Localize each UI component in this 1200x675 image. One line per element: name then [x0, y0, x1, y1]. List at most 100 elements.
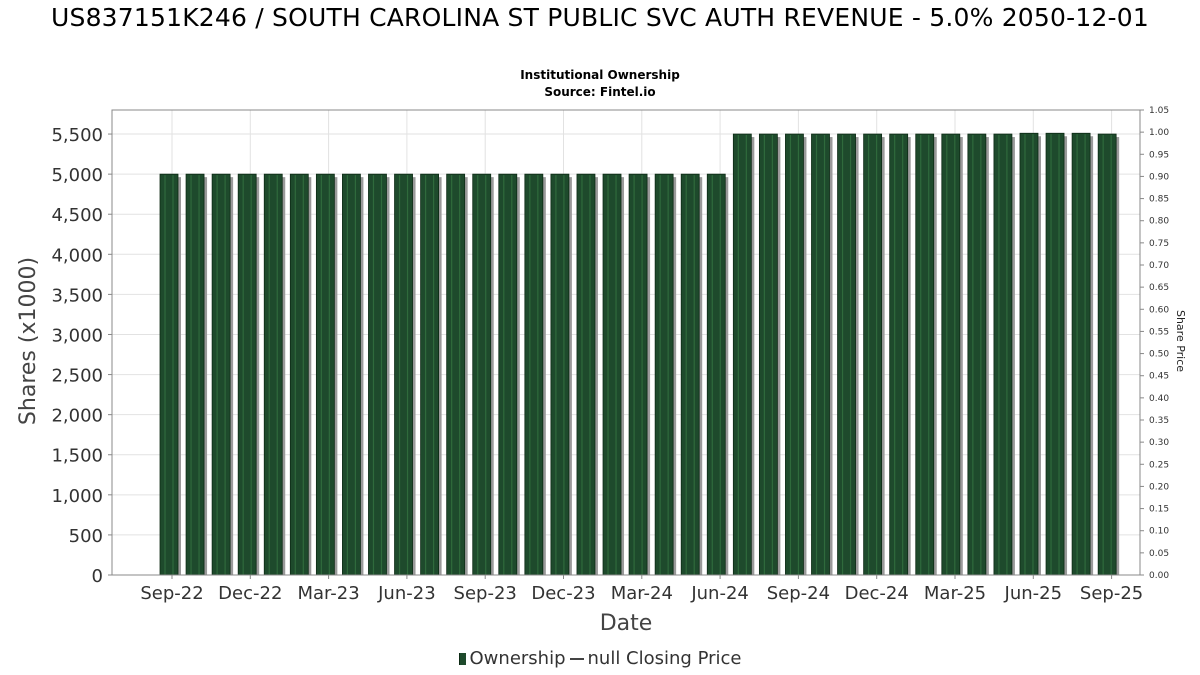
y-tick-label: 4,500: [51, 205, 103, 226]
ownership-bar: [915, 133, 937, 576]
ownership-bar: [811, 133, 833, 576]
ownership-bar: [680, 173, 703, 576]
ownership-bar: [1019, 132, 1041, 576]
x-tick-label: Dec-24: [845, 583, 909, 604]
chart-title: US837151K246 / SOUTH CAROLINA ST PUBLIC …: [51, 3, 1149, 32]
ownership-bar: [315, 173, 338, 576]
price-legend-swatch: [569, 658, 584, 660]
x-tick-label: Sep-23: [454, 583, 517, 604]
x-tick-label: Mar-24: [611, 583, 673, 604]
y-tick-label: 5,000: [51, 165, 103, 186]
y-tick-label: 5,500: [51, 125, 103, 146]
y2-tick-label: 1.05: [1149, 106, 1169, 116]
y2-tick-label: 0.35: [1149, 416, 1169, 426]
legend: Ownership null Closing Price: [0, 648, 1200, 670]
y2-tick-label: 0.10: [1149, 527, 1169, 537]
legend-label-price: null Closing Price: [587, 648, 742, 669]
y2-tick-label: 0.45: [1149, 372, 1169, 382]
ownership-bar: [993, 133, 1015, 576]
ownership-bar: [524, 173, 546, 576]
chart-subtitle-source: Source: Fintel.io: [544, 85, 656, 99]
y2-tick-label: 0.80: [1149, 217, 1169, 227]
x-tick-label: Mar-25: [924, 583, 986, 604]
y-tick-label: 3,000: [51, 325, 103, 346]
y2-axis-ticks: 0.00 0.05 0.10 0.15 0.20 0.25 0.30 0.35 0.40 0.45…: [1140, 106, 1169, 581]
ownership-bar: [237, 173, 260, 576]
ownership-bar: [1097, 133, 1120, 576]
y2-tick-label: 0.25: [1149, 460, 1169, 470]
x-tick-label: Sep-22: [140, 583, 203, 604]
ownership-bar: [889, 133, 911, 576]
x-axis-ticks: Sep-22 Dec-22 Mar-23 Jun-23 Sep-23 Dec-23 Mar-…: [140, 575, 1143, 604]
y2-tick-label: 0.05: [1149, 549, 1169, 559]
x-tick-label: Dec-22: [218, 583, 282, 604]
legend-label-ownership: Ownership: [469, 648, 566, 669]
x-tick-label: Jun-23: [377, 583, 436, 604]
x-tick-label: Sep-24: [767, 583, 830, 604]
ownership-bar: [863, 133, 885, 576]
y2-tick-label: 0.95: [1149, 150, 1169, 160]
y2-tick-label: 0.70: [1149, 261, 1169, 271]
ownership-bar: [758, 133, 781, 576]
y2-tick-label: 0.40: [1149, 394, 1169, 404]
ownership-bar: [967, 133, 989, 576]
x-tick-label: Jun-25: [1004, 583, 1063, 604]
ownership-bar: [706, 173, 729, 576]
x-tick-label: Sep-25: [1080, 583, 1143, 604]
bars: [159, 132, 1120, 576]
y2-tick-label: 0.75: [1149, 239, 1169, 249]
y-tick-label: 1,000: [51, 486, 103, 507]
ownership-bar: [472, 173, 494, 576]
y2-tick-label: 0.60: [1149, 305, 1169, 315]
ownership-bar: [289, 173, 312, 576]
ownership-bar: [837, 133, 859, 576]
ownership-bar: [446, 173, 468, 576]
y-tick-label: 500: [69, 526, 103, 547]
chart-subtitle-ownership: Institutional Ownership: [520, 68, 680, 82]
ownership-bar: [420, 173, 442, 576]
y-tick-label: 4,000: [51, 245, 103, 266]
y-tick-label: 2,500: [51, 366, 103, 387]
y2-tick-label: 0.90: [1149, 172, 1169, 182]
y2-tick-label: 0.20: [1149, 482, 1169, 492]
ownership-bar: [602, 173, 625, 576]
ownership-bar: [1045, 132, 1068, 576]
y2-tick-label: 0.00: [1149, 571, 1169, 581]
y-tick-label: 1,500: [51, 446, 103, 467]
y2-tick-label: 0.15: [1149, 505, 1169, 515]
ownership-bar: [368, 173, 390, 576]
ownership-bar: [498, 173, 520, 576]
ownership-bar: [628, 173, 651, 576]
ownership-bar: [159, 173, 181, 576]
ownership-bar: [785, 133, 807, 576]
y-tick-label: 0: [92, 566, 103, 587]
y2-tick-label: 0.55: [1149, 327, 1169, 337]
ownership-bar: [576, 173, 598, 576]
x-tick-label: Dec-23: [531, 583, 595, 604]
ownership-bar: [550, 173, 572, 576]
y2-tick-label: 0.65: [1149, 283, 1169, 293]
x-tick-label: Mar-23: [297, 583, 359, 604]
y2-tick-label: 0.85: [1149, 195, 1169, 205]
ownership-bar: [185, 173, 208, 576]
y2-axis-title: Share Price: [1174, 310, 1187, 372]
plot-frame: [111, 109, 1141, 576]
ownership-bar: [1071, 132, 1094, 576]
y2-tick-label: 0.50: [1149, 350, 1169, 360]
x-tick-label: Jun-24: [690, 583, 749, 604]
y-tick-label: 2,000: [51, 406, 103, 427]
ownership-bar: [342, 173, 364, 576]
y-axis-title: Shares (x1000): [16, 257, 41, 425]
ownership-bar: [211, 173, 234, 576]
ownership-bar: [263, 173, 286, 576]
ownership-bar: [394, 173, 416, 576]
ownership-bar: [941, 133, 963, 576]
y-axis-ticks: 0 500 1,000 1,500 2,000 2,500 3,000 3,500 4,000 4…: [51, 125, 112, 587]
x-axis-title: Date: [600, 611, 653, 636]
ownership-legend-swatch: [458, 653, 466, 665]
y2-tick-label: 1.00: [1149, 128, 1169, 138]
ownership-bar: [732, 133, 755, 576]
ownership-bar: [654, 173, 677, 576]
y2-tick-label: 0.30: [1149, 438, 1169, 448]
